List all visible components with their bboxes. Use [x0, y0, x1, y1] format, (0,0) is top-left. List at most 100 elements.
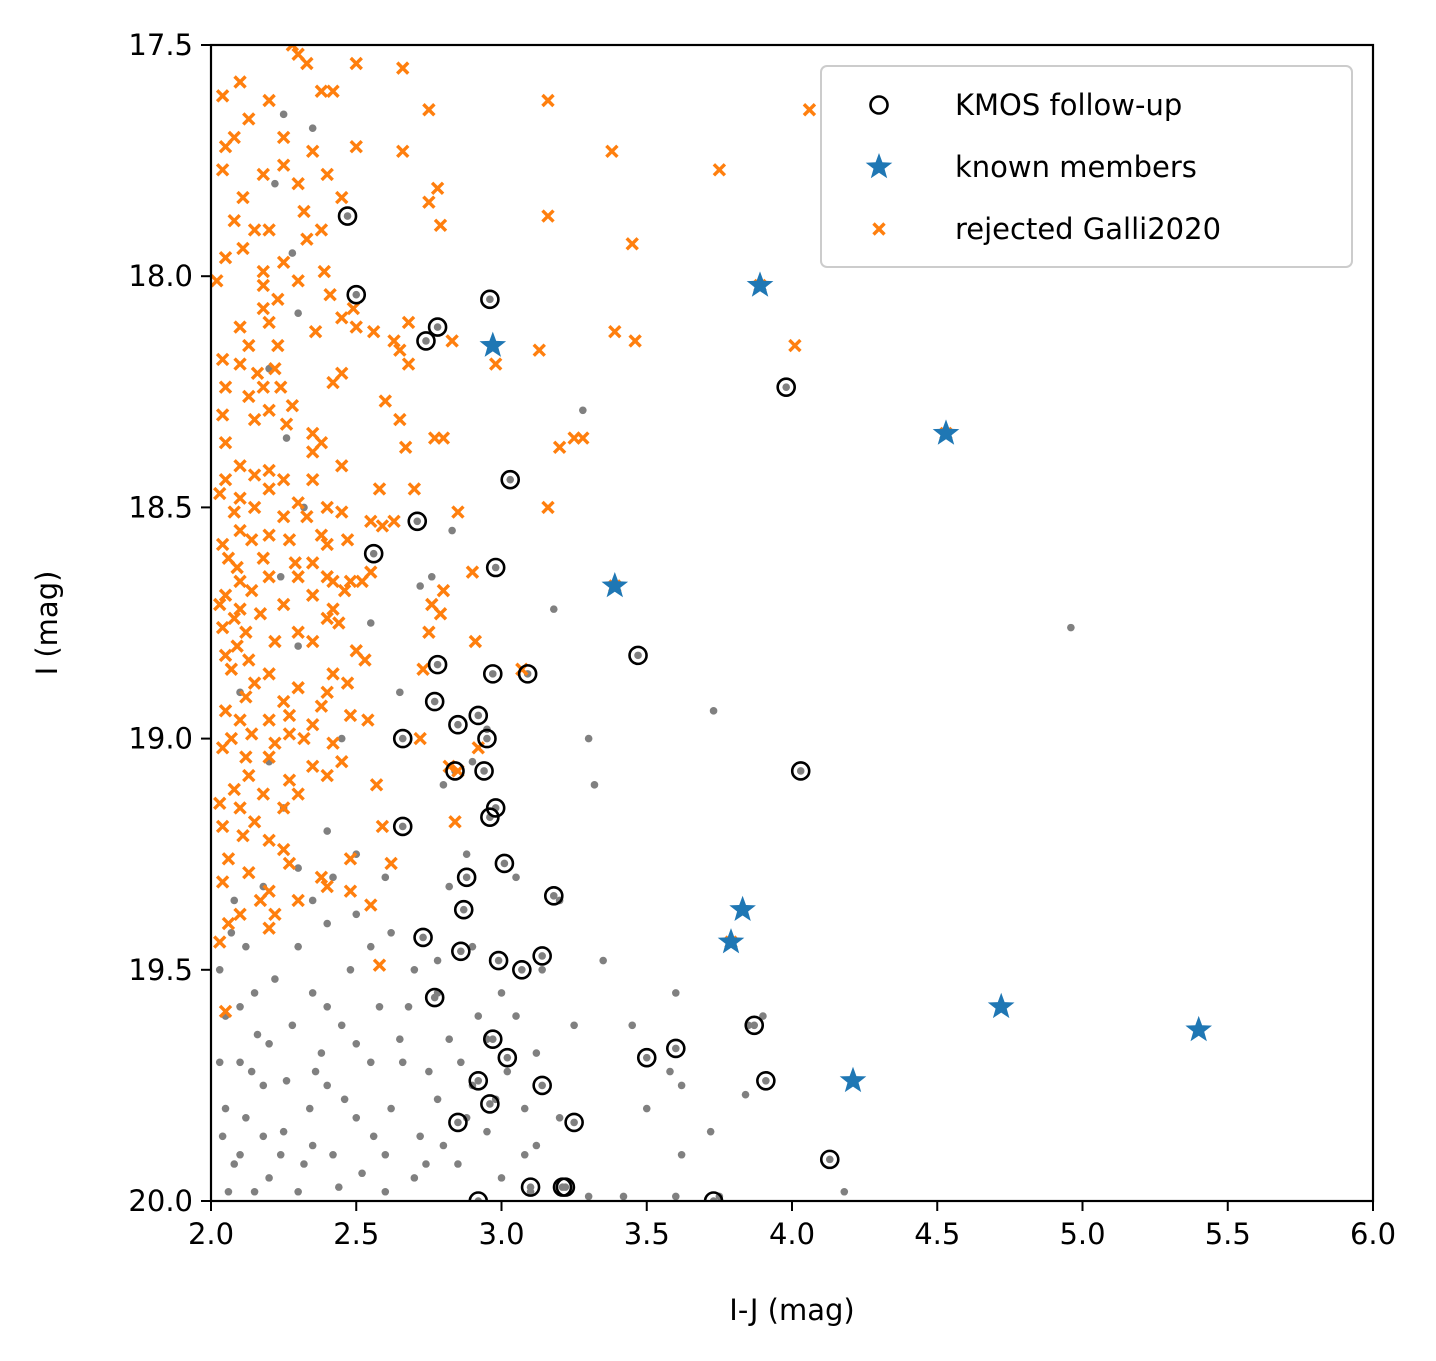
background-point [457, 947, 465, 956]
background-point [459, 905, 468, 914]
open-circle-point [555, 1177, 576, 1197]
background-point [282, 1076, 291, 1085]
open-circle-point [477, 728, 497, 749]
open-circle-point [628, 645, 648, 666]
open-circle-point [532, 946, 552, 966]
open-circle-point [485, 557, 506, 578]
background-point [549, 605, 558, 613]
background-point [276, 1150, 285, 1159]
x-point [465, 565, 480, 579]
background-point [642, 1053, 651, 1062]
x-point [433, 607, 448, 621]
background-point [381, 1150, 390, 1159]
x-point [422, 195, 436, 209]
x-point [300, 509, 314, 524]
x-point [262, 528, 276, 542]
background-point [369, 1132, 378, 1141]
legend-marker [872, 222, 886, 236]
x-point [396, 144, 410, 159]
x-point [433, 218, 448, 233]
x-point [230, 560, 244, 575]
legend-marker [865, 153, 893, 179]
x-point [355, 574, 369, 589]
background-point [308, 989, 317, 997]
x-point [274, 380, 288, 394]
open-circle-point [392, 728, 413, 749]
background-point [520, 1104, 529, 1113]
background-point [375, 1002, 384, 1011]
background-point [672, 989, 680, 997]
x-point [218, 435, 233, 450]
x-point [250, 366, 265, 381]
background-point [358, 1169, 366, 1178]
x-point [335, 190, 349, 205]
background-point [579, 406, 587, 415]
background-point [497, 989, 506, 997]
background-point [366, 1058, 375, 1067]
open-circle-point [337, 206, 358, 226]
background-point [311, 1067, 320, 1076]
x-point [233, 907, 247, 922]
background-point [250, 1187, 259, 1196]
x-point [285, 45, 300, 52]
x-point [262, 223, 276, 237]
background-point [430, 697, 439, 706]
background-point [410, 966, 419, 974]
open-circle-point [413, 927, 433, 948]
legend-entry-label: KMOS follow-up [955, 88, 1182, 122]
x-point [349, 56, 363, 71]
x-point [233, 523, 247, 538]
open-circle-point [482, 664, 503, 684]
x-point [262, 463, 276, 478]
x-point [326, 574, 340, 589]
x-point [227, 505, 241, 519]
background-point [305, 1104, 314, 1113]
x-point [401, 315, 416, 330]
x-point [227, 611, 241, 626]
x-point [361, 713, 375, 727]
x-point [369, 778, 384, 792]
y-tick-label: 19.0 [128, 722, 193, 756]
background-point [762, 1076, 770, 1085]
background-point [259, 1132, 268, 1141]
x-point [291, 177, 305, 191]
background-point [750, 1021, 759, 1030]
x-point [407, 482, 422, 496]
open-circle-point [564, 1112, 584, 1133]
background-point [308, 1141, 317, 1150]
x-point [256, 167, 270, 182]
x-point [256, 551, 270, 565]
background-point [491, 563, 500, 572]
x-point [401, 357, 416, 371]
background-point [448, 526, 456, 535]
background-point [433, 956, 442, 965]
background-point [628, 1021, 637, 1030]
x-point [271, 338, 285, 353]
x-point [317, 264, 331, 279]
x-point [346, 301, 361, 316]
x-point [247, 815, 262, 829]
open-circle-point [703, 1191, 724, 1201]
x-point [256, 787, 270, 801]
background-point [369, 549, 378, 558]
x-point [276, 842, 291, 857]
x-point [218, 588, 233, 602]
x-point [349, 320, 363, 334]
background-point [323, 1081, 332, 1090]
x-point [326, 736, 340, 750]
x-point [398, 440, 413, 454]
x-point [788, 338, 802, 353]
open-circle-point [453, 899, 474, 920]
open-circle-point [790, 761, 811, 781]
star-point [839, 1066, 867, 1093]
background-point [323, 827, 332, 835]
open-circle-point [636, 1047, 657, 1068]
star-point [932, 419, 960, 445]
x-point [276, 472, 291, 487]
background-point [242, 1113, 250, 1122]
x-tick-label: 3.5 [624, 1217, 670, 1251]
background-point [430, 993, 439, 1002]
legend-entry-label: known members [955, 150, 1197, 184]
x-point [242, 389, 256, 404]
background-point [549, 892, 558, 900]
